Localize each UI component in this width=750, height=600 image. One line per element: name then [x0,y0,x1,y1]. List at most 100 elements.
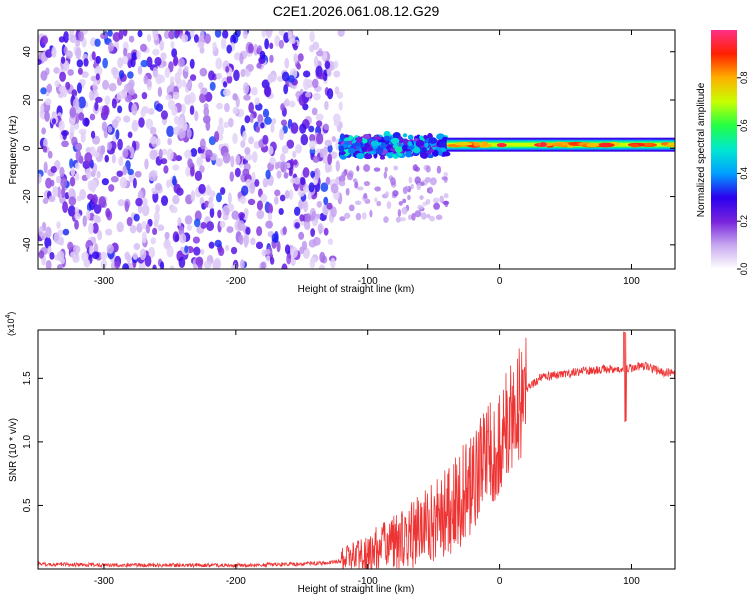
spectrogram-cell [116,91,124,101]
spectrogram-cell [214,239,222,248]
spectrogram-cell [172,175,177,186]
spectrogram-cell [427,154,434,159]
x-tick-label: -100 [358,276,378,287]
spectrogram-cell [100,251,108,261]
spectrogram-cell [122,148,129,158]
spectrogram-cell [139,248,147,261]
spectrogram-cell [70,166,76,177]
spectrogram-cell [43,138,49,149]
spectrogram-cell [101,178,109,186]
spectrogram-cell [286,139,295,149]
spectrogram-cell [111,153,116,164]
spectrogram-cell [386,201,392,210]
spectrogram-cell [327,144,333,153]
spectrogram-cell [256,226,263,237]
spectrogram-cell [241,185,249,196]
spectrogram-cell [160,261,165,269]
spectrogram-cell [61,140,69,148]
spectrogram-cell [177,57,185,68]
spectrogram-cell [247,198,256,206]
spectrogram-cell [91,51,96,61]
spectrogram-cell [335,160,340,172]
spectrogram-cell [290,246,298,259]
spectrogram-cell [136,50,141,60]
spectrogram-cell [429,186,433,195]
spectrogram-cell [410,183,414,190]
spectrogram-cell [307,192,312,200]
spectrogram-cell [281,71,290,82]
spectrogram-cell [443,171,448,177]
page-title: C2E1.2026.061.08.12.G29 [273,3,440,19]
spectrogram-cell [432,197,440,204]
spectrogram-cell [131,103,138,116]
spectrogram-cell [118,156,124,167]
spectrogram-cell [230,34,237,45]
spectrogram-cell [163,30,170,39]
spectrogram-cell [254,97,260,105]
spectrogram-cell [249,182,256,194]
spectrogram-cell [278,30,285,36]
spectrogram-cell [72,98,80,110]
spectrogram-cell [49,251,55,260]
spectrogram-cell [155,103,164,112]
spectrogram-cell [425,198,431,205]
spectrogram-cell [78,112,85,121]
spectrogram-cell [84,152,93,164]
spectrogram-cell [214,30,222,38]
spectrogram-cell [283,172,289,179]
spectrogram-cell [104,95,111,106]
spectrogram-cell [82,215,87,227]
snr-multiplier-exponent: 4 [5,314,12,318]
spectrogram-cell [141,204,150,217]
spectrogram-cell [242,130,247,142]
spectrogram-cell [154,56,162,66]
spectrogram-cell [95,73,100,81]
spectrogram-cell [362,133,371,140]
spectrogram-cell [157,86,163,97]
spectrogram-cell [326,68,332,77]
spectrogram-cell [80,131,86,143]
spectrogram-cell [184,245,189,254]
spectrogram-cell [127,71,134,79]
spectrogram-cell [300,134,309,146]
spectrogram-cell [312,78,319,89]
spectrogram-cell [407,146,416,150]
spectrogram-cell [90,130,96,139]
spectrogram-cell [123,115,131,123]
spectrogram-cell [373,167,381,172]
colorbar-tick-label: 0.8 [739,72,749,85]
spectrogram-cell [140,108,146,118]
spectrogram-cell [354,181,359,189]
spectrogram-cell [94,101,99,112]
spectrogram-cell [264,38,270,50]
spectrogram-cell [309,259,316,269]
spectrogram-cell [126,254,132,264]
spectrogram-cell [203,260,212,269]
spectrogram-cell [383,135,391,141]
spectrogram-cell [190,148,198,157]
spectrogram-cell [181,34,189,43]
spectrogram-cell [111,119,119,129]
spectrogram-cell [235,154,241,166]
spectrogram-cell [160,158,168,165]
spectrogram-cell [354,200,362,206]
spectrogram-cell [278,207,284,215]
spectrogram-cell [179,117,184,126]
spectrogram-cell [288,100,296,108]
spectrogram-cell [177,217,182,227]
spectrogram-cell [363,164,371,172]
spectrogram-cell [407,134,414,140]
spectrogram-cell [171,48,178,58]
spectrogram-cell [135,197,143,207]
spectrogram-cell [395,216,401,223]
spectrogram-cell [117,57,124,69]
spectrogram-cell [118,69,125,79]
spectrogram-cell [287,74,295,83]
spectrogram-cell [374,197,378,203]
spectrogram-cell [330,151,338,159]
spectrogram-cell [343,134,350,138]
spectrogram-cell [52,185,59,198]
spectrogram-cell [140,43,148,52]
spectrogram-cell [416,182,421,191]
spectrogram-cell [227,192,232,205]
